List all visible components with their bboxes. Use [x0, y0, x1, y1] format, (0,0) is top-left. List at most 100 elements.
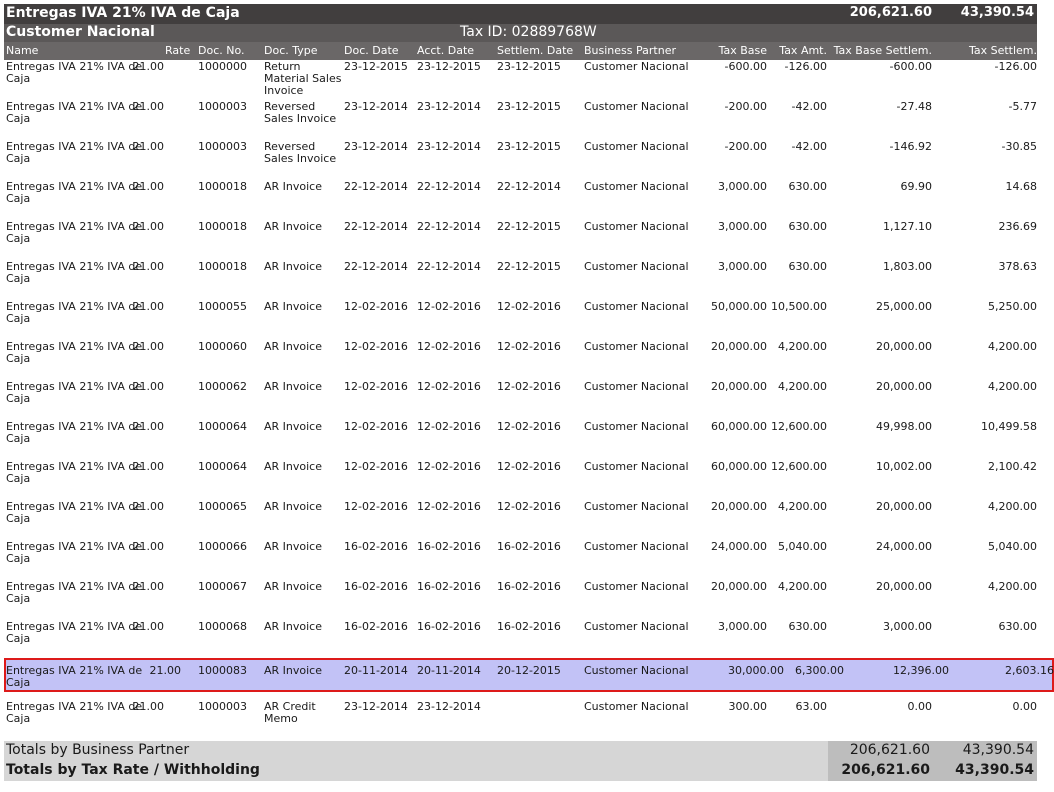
cell-name: Entregas IVA 21% IVA de Caja — [6, 620, 143, 645]
column-header-row: Name Rate Doc. No. Doc. Type Doc. Date A… — [4, 42, 1037, 60]
cell-doc-date: 23-12-2015 — [344, 60, 408, 73]
table-row[interactable]: Entregas IVA 21% IVA de Caja 21.00 1000062… — [4, 380, 1037, 420]
cell-doc-type: AR Invoice — [264, 260, 322, 273]
cell-acct-date: 16-02-2016 — [417, 620, 481, 633]
cell-business-partner: Customer Nacional — [584, 140, 689, 153]
cell-settlem-date: 23-12-2015 — [497, 140, 561, 153]
cell-tax-base-settlem: -600.00 — [889, 60, 932, 73]
cell-tax-settlem: 2,100.42 — [988, 460, 1037, 473]
cell-doc-date: 22-12-2014 — [344, 180, 408, 193]
cell-tax-settlem: 14.68 — [1005, 180, 1038, 193]
cell-rate: 21.00 — [132, 700, 165, 713]
totals-by-rate-base: 206,621.60 — [841, 762, 930, 778]
cell-rate: 21.00 — [149, 664, 182, 677]
cell-rate: 21.00 — [132, 620, 165, 633]
cell-doc-type: AR Invoice — [264, 180, 322, 193]
table-row[interactable]: Entregas IVA 21% IVA de Caja 21.00 1000003… — [4, 140, 1037, 180]
cell-business-partner: Customer Nacional — [584, 60, 689, 73]
cell-business-partner: Customer Nacional — [584, 580, 689, 593]
cell-business-partner: Customer Nacional — [584, 500, 689, 513]
cell-tax-amt: 10,500.00 — [771, 300, 827, 313]
cell-name: Entregas IVA 21% IVA de Caja — [6, 700, 143, 725]
cell-settlem-date: 22-12-2014 — [497, 180, 561, 193]
table-row[interactable]: Entregas IVA 21% IVA de Caja 21.00 1000066… — [4, 540, 1037, 580]
cell-doc-date: 22-12-2014 — [344, 260, 408, 273]
totals-by-rate-label: Totals by Tax Rate / Withholding — [6, 762, 260, 778]
table-row[interactable]: Entregas IVA 21% IVA de Caja 21.00 1000064… — [4, 460, 1037, 500]
cell-tax-settlem: 630.00 — [998, 620, 1038, 633]
table-row[interactable]: Entregas IVA 21% IVA de Caja 21.00 1000003… — [4, 700, 1037, 740]
cell-tax-base: 60,000.00 — [711, 420, 767, 433]
cell-tax-base: 24,000.00 — [711, 540, 767, 553]
table-row[interactable]: Entregas IVA 21% IVA de Caja 21.00 1000018… — [4, 260, 1037, 300]
table-row[interactable]: Entregas IVA 21% IVA de Caja 21.00 1000003… — [4, 100, 1037, 140]
table-row[interactable]: Entregas IVA 21% IVA de Caja 21.00 1000000… — [4, 60, 1037, 100]
report-title-bar: Entregas IVA 21% IVA de Caja 206,621.60 … — [4, 4, 1037, 24]
cell-doc-no: 1000018 — [198, 180, 247, 193]
cell-name: Entregas IVA 21% IVA de Caja — [6, 300, 143, 325]
cell-tax-settlem: -30.85 — [1001, 140, 1037, 153]
cell-doc-type: AR Invoice — [264, 620, 322, 633]
cell-tax-amt: -42.00 — [791, 100, 827, 113]
cell-rate: 21.00 — [132, 380, 165, 393]
table-row[interactable]: Entregas IVA 21% IVA de Caja 21.00 1000068… — [4, 620, 1037, 660]
table-row[interactable]: Entregas IVA 21% IVA de Caja 21.00 1000065… — [4, 500, 1037, 540]
cell-doc-date: 12-02-2016 — [344, 420, 408, 433]
cell-tax-base: 60,000.00 — [711, 460, 767, 473]
totals-by-partner-tax: 43,390.54 — [962, 742, 1034, 758]
cell-doc-no: 1000064 — [198, 460, 247, 473]
cell-rate: 21.00 — [132, 340, 165, 353]
cell-doc-no: 1000003 — [198, 100, 247, 113]
cell-business-partner: Customer Nacional — [584, 620, 689, 633]
cell-tax-settlem: 0.00 — [1012, 700, 1038, 713]
cell-tax-amt: 12,600.00 — [771, 420, 827, 433]
totals-by-partner: Totals by Business Partner 206,621.60 43… — [4, 741, 1037, 761]
cell-doc-no: 1000060 — [198, 340, 247, 353]
cell-settlem-date: 22-12-2015 — [497, 220, 561, 233]
table-row[interactable]: Entregas IVA 21% IVA de Caja 21.00 1000055… — [4, 300, 1037, 340]
cell-business-partner: Customer Nacional — [584, 180, 689, 193]
cell-name: Entregas IVA 21% IVA de Caja — [6, 100, 143, 125]
cell-business-partner: Customer Nacional — [584, 420, 689, 433]
cell-tax-base: 20,000.00 — [711, 500, 767, 513]
cell-name: Entregas IVA 21% IVA de Caja — [6, 340, 143, 365]
table-row[interactable]: Entregas IVA 21% IVA de Caja 21.00 1000018… — [4, 220, 1037, 260]
cell-doc-date: 12-02-2016 — [344, 500, 408, 513]
cell-settlem-date: 22-12-2015 — [497, 260, 561, 273]
cell-acct-date: 22-12-2014 — [417, 260, 481, 273]
cell-doc-no: 1000055 — [198, 300, 247, 313]
table-row[interactable]: Entregas IVA 21% IVA de Caja 21.00 1000018… — [4, 180, 1037, 220]
cell-tax-settlem: 2,603.16 — [1005, 664, 1054, 677]
table-row-selected[interactable]: Entregas IVA 21% IVA de Caja 21.00 1000083… — [4, 658, 1054, 692]
cell-tax-amt: 5,040.00 — [778, 540, 827, 553]
table-row[interactable]: Entregas IVA 21% IVA de Caja 21.00 1000060… — [4, 340, 1037, 380]
cell-name: Entregas IVA 21% IVA de Caja — [6, 420, 143, 445]
cell-tax-settlem: -5.77 — [1008, 100, 1037, 113]
cell-doc-date: 23-12-2014 — [344, 100, 408, 113]
cell-name: Entregas IVA 21% IVA de Caja — [6, 140, 143, 165]
cell-doc-type: AR Invoice — [264, 420, 322, 433]
cell-acct-date: 12-02-2016 — [417, 340, 481, 353]
cell-settlem-date: 16-02-2016 — [497, 540, 561, 553]
cell-acct-date: 23-12-2014 — [417, 700, 481, 713]
cell-acct-date: 12-02-2016 — [417, 420, 481, 433]
cell-doc-type: AR Credit Memo — [264, 700, 316, 725]
cell-tax-amt: 630.00 — [788, 220, 828, 233]
table-row[interactable]: Entregas IVA 21% IVA de Caja 21.00 1000067… — [4, 580, 1037, 620]
cell-doc-type: Reversed Sales Invoice — [264, 100, 337, 125]
cell-doc-date: 16-02-2016 — [344, 540, 408, 553]
cell-tax-amt: -42.00 — [791, 140, 827, 153]
cell-doc-type: AR Invoice — [264, 500, 322, 513]
cell-doc-no: 1000018 — [198, 220, 247, 233]
cell-business-partner: Customer Nacional — [584, 300, 689, 313]
cell-acct-date: 16-02-2016 — [417, 580, 481, 593]
cell-rate: 21.00 — [132, 140, 165, 153]
col-tax-amt: Tax Amt. — [779, 44, 827, 57]
table-row[interactable]: Entregas IVA 21% IVA de Caja 21.00 1000064… — [4, 420, 1037, 460]
cell-tax-settlem: 5,040.00 — [988, 540, 1037, 553]
cell-tax-amt: 63.00 — [795, 700, 828, 713]
cell-tax-base: 300.00 — [728, 700, 768, 713]
cell-business-partner: Customer Nacional — [584, 260, 689, 273]
cell-tax-base-settlem: 12,396.00 — [893, 664, 949, 677]
cell-tax-base: 50,000.00 — [711, 300, 767, 313]
